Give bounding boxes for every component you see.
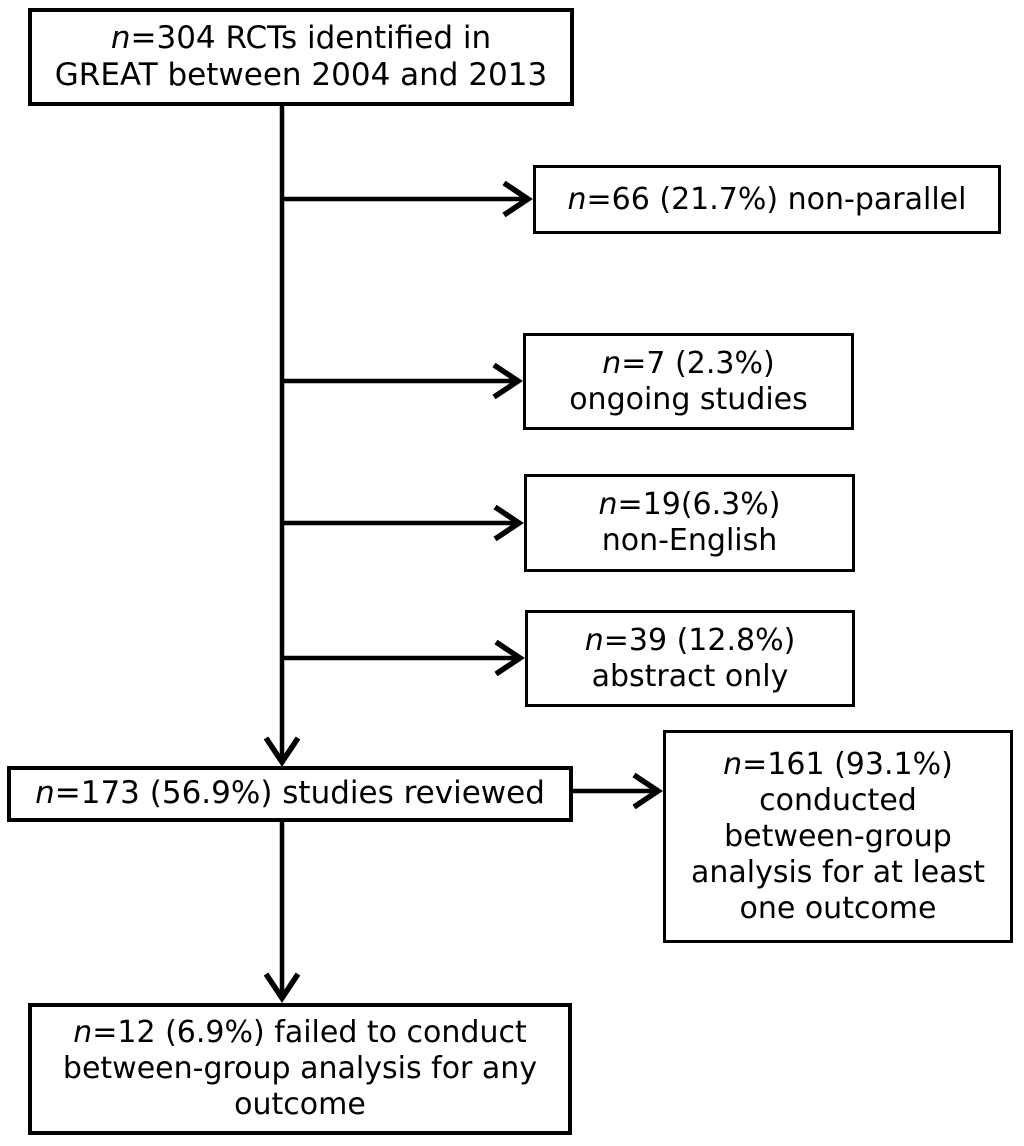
edge-identified-to-reviewed	[263, 104, 301, 767]
flow-node-non-english: n=19(6.3%) non-English	[524, 474, 855, 572]
node-label-non-english: n=19(6.3%) non-English	[598, 487, 781, 558]
node-label-ongoing-studies: n=7 (2.3%) ongoing studies	[569, 345, 808, 417]
node-label-identified: n=304 RCTs identified in GREAT between 2…	[54, 19, 548, 93]
flow-node-failed-analysis: n=12 (6.9%) failed to conduct between-gr…	[28, 1003, 572, 1135]
edge-identified-to-non-parallel	[282, 180, 533, 218]
node-label-failed-analysis: n=12 (6.9%) failed to conduct between-gr…	[62, 1015, 538, 1122]
edge-reviewed-to-between-group	[573, 772, 663, 810]
node-label-between-group-analysis: n=161 (93.1%) conducted between-group an…	[690, 746, 986, 926]
edge-reviewed-to-failed	[263, 822, 301, 1003]
flow-node-studies-reviewed: n=173 (56.9%) studies reviewed	[7, 766, 573, 822]
n-symbol: n	[73, 1015, 93, 1050]
n-symbol: n	[723, 746, 743, 782]
node-label-non-parallel: n=66 (21.7%) non-parallel	[567, 181, 967, 217]
edge-identified-to-non-english	[282, 504, 524, 542]
flow-node-abstract-only: n=39 (12.8%) abstract only	[525, 610, 855, 707]
flow-node-non-parallel: n=66 (21.7%) non-parallel	[533, 165, 1001, 234]
node-label-abstract-only: n=39 (12.8%) abstract only	[584, 622, 796, 694]
n-symbol: n	[110, 19, 131, 56]
flow-node-ongoing-studies: n=7 (2.3%) ongoing studies	[523, 333, 854, 430]
edge-identified-to-ongoing	[282, 362, 523, 400]
flow-node-identified: n=304 RCTs identified in GREAT between 2…	[28, 8, 574, 106]
node-label-studies-reviewed: n=173 (56.9%) studies reviewed	[35, 775, 545, 812]
n-symbol: n	[602, 345, 622, 381]
n-symbol: n	[567, 181, 587, 217]
edge-identified-to-abstract-only	[282, 639, 525, 677]
n-symbol: n	[598, 487, 618, 522]
flow-node-between-group-analysis: n=161 (93.1%) conducted between-group an…	[663, 730, 1013, 943]
n-symbol: n	[584, 622, 604, 658]
n-symbol: n	[35, 775, 55, 812]
